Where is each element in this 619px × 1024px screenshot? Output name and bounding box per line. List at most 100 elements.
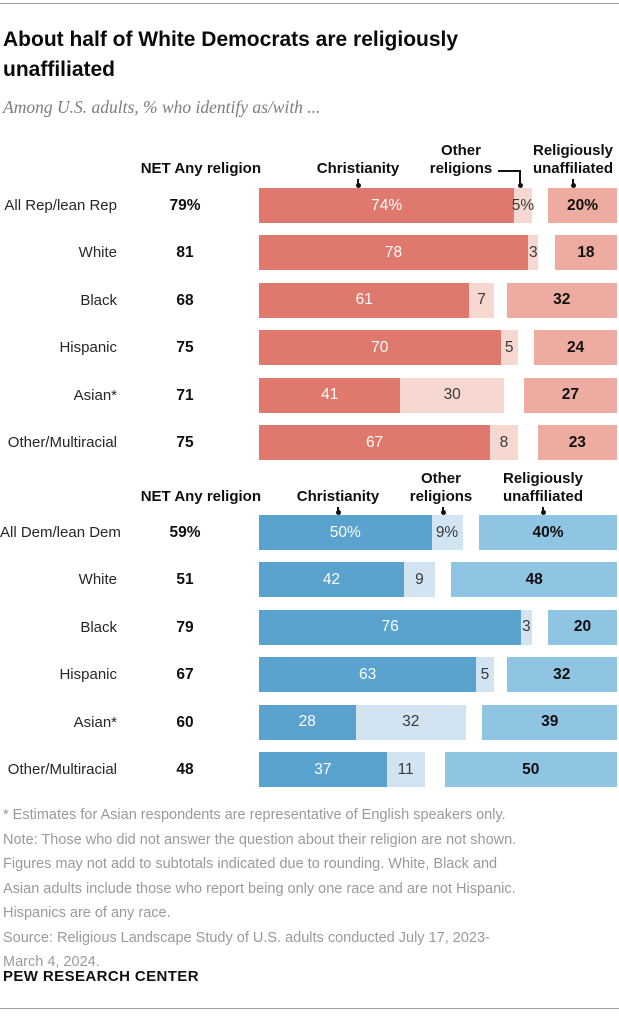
christianity-bar: 78 <box>259 235 529 271</box>
net-any-religion-value: 81 <box>176 244 194 262</box>
row-label: Black <box>80 291 117 309</box>
christianity-value: 78 <box>384 243 403 261</box>
row-label: White <box>78 571 117 589</box>
net-any-religion-value: 59% <box>169 524 201 541</box>
religiously-unaffiliated-bar: 48 <box>451 562 617 598</box>
column-header-net: NET Any religion <box>140 488 261 505</box>
column-header-unaffiliated-line2: unaffiliated <box>502 488 583 505</box>
religiously-unaffiliated-bar: 32 <box>506 282 617 318</box>
row-label: Asian* <box>73 713 117 731</box>
column-header-religiously-unaffiliated: Religiously unaffiliated <box>483 470 603 506</box>
religiously-unaffiliated-bar: 32 <box>506 657 617 693</box>
column-header-unaffiliated-line1: Religiously <box>502 470 584 487</box>
column-header-christianity: Christianity <box>296 488 380 505</box>
christianity-value: 37 <box>314 760 332 778</box>
christianity-value: 70 <box>371 338 389 356</box>
header-connector-dot <box>335 510 341 515</box>
header-connector-line <box>337 507 339 512</box>
christianity-bar: 67 <box>259 425 491 460</box>
net-any-religion-value: 71 <box>176 386 194 404</box>
christianity-bar: 42 <box>259 562 404 598</box>
footnote-line: Source: Religious Landscape Study of U.S… <box>3 929 490 946</box>
christianity-bar: 41 <box>259 377 401 413</box>
religiously-unaffiliated-bar: 39 <box>482 704 617 740</box>
chart-title-line2: unaffiliated <box>3 58 116 81</box>
header-connector-dot <box>440 510 446 515</box>
net-any-religion-value: 68 <box>176 291 194 309</box>
other-religions-value: 9% <box>435 523 459 541</box>
christianity-value: 28 <box>298 713 316 731</box>
row-label: Asian* <box>73 386 117 404</box>
christianity-bar: 61 <box>259 282 470 318</box>
header-connector-elbow-vertical <box>519 170 521 185</box>
other-religions-bar: 32 <box>355 704 466 740</box>
christianity-value: 67 <box>365 433 384 451</box>
christianity-value: 41 <box>321 386 339 404</box>
other-religions-bar: 5 <box>476 657 494 693</box>
column-header-unaffiliated-line2: unaffiliated <box>532 160 613 177</box>
other-religions-bar: 8 <box>490 425 518 460</box>
top-rule <box>0 3 619 4</box>
religiously-unaffiliated-value: 20 <box>573 618 592 636</box>
other-religions-value: 5% <box>511 196 535 214</box>
footnotes: * Estimates for Asian respondents are re… <box>3 803 615 975</box>
header-connector-line <box>442 507 444 512</box>
footnote-line: Asian adults include those who report be… <box>3 880 516 897</box>
religiously-unaffiliated-value: 23 <box>568 433 586 451</box>
column-header-other-religions: Other religions <box>391 470 491 506</box>
religiously-unaffiliated-bar: 23 <box>537 425 617 460</box>
net-any-religion-value: 79 <box>176 618 194 636</box>
religiously-unaffiliated-value: 32 <box>553 291 571 309</box>
christianity-value: 76 <box>381 618 399 636</box>
header-connector-line <box>572 179 574 185</box>
header-connector-dot <box>570 183 576 188</box>
column-header-other-line1: Other <box>440 142 481 159</box>
other-religions-value: 3 <box>528 243 538 261</box>
other-religions-bar: 5 <box>500 330 518 366</box>
chart-subtitle: Among U.S. adults, % who identify as/wit… <box>3 97 321 117</box>
christianity-bar: 37 <box>259 752 387 787</box>
religiously-unaffiliated-bar: 20% <box>548 188 617 223</box>
net-any-religion-value: 51 <box>176 571 194 589</box>
religiously-unaffiliated-value: 24 <box>566 338 585 356</box>
religiously-unaffiliated-value: 27 <box>561 386 580 404</box>
religiously-unaffiliated-bar: 18 <box>554 235 617 271</box>
other-religions-bar: 11 <box>386 752 425 787</box>
religiously-unaffiliated-bar: 27 <box>523 377 617 413</box>
other-religions-bar: 7 <box>469 282 494 318</box>
header-connector-dot <box>355 183 361 188</box>
christianity-bar: 28 <box>259 704 356 740</box>
christianity-value: 63 <box>359 665 377 683</box>
other-religions-value: 7 <box>477 291 486 309</box>
footnote-line: March 4, 2024. <box>3 954 100 970</box>
chart-title: About half of White Democrats are religi… <box>3 25 603 85</box>
other-religions-value: 11 <box>397 760 414 778</box>
row-label: Black <box>80 618 117 636</box>
christianity-value: 42 <box>322 570 341 588</box>
religiously-unaffiliated-value: 32 <box>553 665 571 683</box>
header-connector-dot <box>540 510 546 515</box>
row-label: Hispanic <box>59 339 117 357</box>
other-religions-bar: 30 <box>400 377 504 413</box>
column-header-other-line1: Other <box>420 470 461 487</box>
column-header-unaffiliated-line1: Religiously <box>532 142 614 159</box>
header-connector-line <box>542 507 544 512</box>
religiously-unaffiliated-bar: 20 <box>548 609 617 645</box>
footnote-line: * Estimates for Asian respondents are re… <box>3 807 506 823</box>
christianity-bar: 70 <box>259 330 501 366</box>
footnote-line: Hispanics are of any race. <box>3 905 171 921</box>
religiously-unaffiliated-bar: 50 <box>444 752 617 787</box>
header-connector-line <box>357 179 359 185</box>
christianity-bar: 74% <box>259 188 515 223</box>
other-religions-value: 32 <box>402 713 420 731</box>
row-label: All Rep/lean Rep <box>4 197 117 214</box>
religiously-unaffiliated-bar: 40% <box>479 515 617 550</box>
other-religions-bar: 3 <box>528 235 539 271</box>
column-header-religiously-unaffiliated: Religiously unaffiliated <box>513 142 619 178</box>
net-any-religion-value: 79% <box>169 197 201 214</box>
christianity-value: 74% <box>371 196 403 214</box>
row-label: Other/Multiracial <box>7 434 117 451</box>
row-label: Other/Multiracial <box>7 761 117 778</box>
christianity-value: 50% <box>329 523 361 541</box>
